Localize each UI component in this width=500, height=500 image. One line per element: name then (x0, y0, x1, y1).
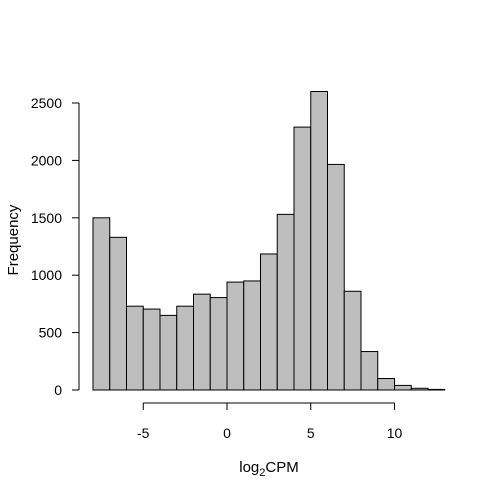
y-tick-label: 500 (39, 325, 63, 341)
histogram-bar (276, 213, 295, 391)
histogram-bar (176, 305, 194, 391)
y-tick-label: 1500 (31, 210, 62, 226)
x-tick-label: 10 (387, 425, 403, 441)
y-axis: 0 500 1000 1500 2000 2500 (31, 95, 80, 398)
histogram-bar (142, 308, 161, 391)
histogram-bar (260, 253, 278, 391)
histogram-bar (209, 297, 228, 391)
x-tick-label: -5 (137, 425, 150, 441)
histogram-bar (327, 163, 345, 391)
histogram-bar (92, 217, 111, 391)
y-tick-label: 2500 (31, 95, 62, 111)
histogram-bar (343, 290, 362, 391)
histogram-bar (360, 351, 379, 391)
y-tick-label: 1000 (31, 267, 62, 283)
histogram-bar (293, 126, 312, 391)
y-tick-label: 0 (54, 382, 62, 398)
x-axis-label: log2CPM (239, 459, 299, 479)
x-tick-label: 5 (307, 425, 315, 441)
histogram-bar (394, 384, 412, 391)
histogram-bar (193, 293, 211, 391)
histogram-bar (159, 314, 178, 391)
histogram-bars (92, 91, 446, 391)
x-tick-label: 0 (223, 425, 231, 441)
histogram-bar (226, 281, 245, 391)
histogram-bar (126, 305, 144, 391)
histogram-bar (410, 387, 429, 391)
histogram-bar (377, 378, 395, 391)
x-axis: -5 0 5 10 (137, 402, 403, 441)
histogram-bar (310, 91, 328, 391)
histogram-bar (243, 280, 261, 391)
histogram-bar (109, 236, 127, 391)
y-tick-label: 2000 (31, 152, 62, 168)
histogram-bar (427, 388, 446, 391)
y-axis-label: Frequency (5, 204, 22, 275)
